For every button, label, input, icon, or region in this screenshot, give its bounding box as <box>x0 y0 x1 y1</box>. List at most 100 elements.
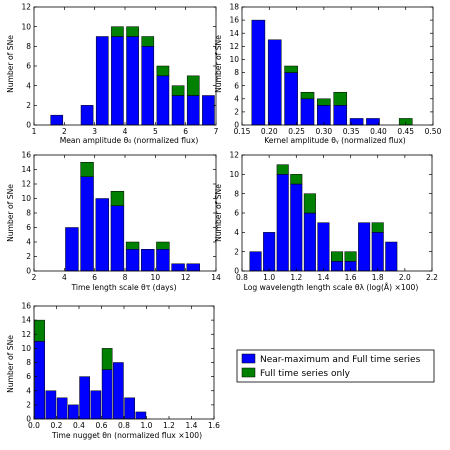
x-tick-label: 0.45 <box>397 127 414 136</box>
bar-series-b <box>317 98 331 106</box>
panel-kernel-amplitude: Kernel amplitude θᵧ (normalized flux) Nu… <box>214 3 442 145</box>
panel-mean-amplitude: Mean amplitude θ₀ (normalized flux) Numb… <box>6 3 219 145</box>
y-tick-label: 0 <box>234 121 239 130</box>
bar-series-a <box>186 263 200 272</box>
bar-series-a <box>251 19 266 126</box>
bar-series-a <box>263 232 276 272</box>
bar-series-a <box>300 98 315 126</box>
bar-series-a <box>126 36 139 126</box>
x-tick-label: 1.0 <box>141 421 153 430</box>
x-tick-label: 2.2 <box>426 273 438 282</box>
x-tick-label: 1.6 <box>345 273 357 282</box>
bar-series-b <box>171 85 185 96</box>
legend-label-series-a: Near-maximum and Full time series <box>260 355 421 365</box>
bar-series-a <box>366 118 380 126</box>
legend: Near-maximum and Full time series Full t… <box>236 349 435 383</box>
panel-time-length-scale: Time length scale θτ (days) Number of SN… <box>6 151 221 292</box>
bar-series-b <box>284 65 298 73</box>
legend-swatch-series-b <box>241 367 256 378</box>
x-tick-label: 0.0 <box>28 421 40 430</box>
bar-series-a <box>290 183 303 272</box>
x-tick-label: 14 <box>211 273 221 282</box>
bar-series-a <box>186 95 200 126</box>
bar-series-b <box>125 241 140 250</box>
bar-series-a <box>303 212 316 272</box>
y-tick-label: 8 <box>26 42 31 51</box>
x-tick-label: 8 <box>123 273 128 282</box>
bar-series-a <box>50 114 64 126</box>
bar-series-b <box>290 174 303 185</box>
x-tick-label: 4 <box>62 273 67 282</box>
y-tick-label: 8 <box>234 68 239 77</box>
y-tick-label: 10 <box>21 344 31 353</box>
y-tick-label: 6 <box>234 209 239 218</box>
x-tick-label: 1.4 <box>186 421 198 430</box>
bar-series-a <box>68 404 79 420</box>
bar-series-b <box>276 164 289 175</box>
bar-series-a <box>267 39 282 126</box>
bar-series-b <box>330 251 344 262</box>
x-axis-label: Log wavelength length scale θλ (log(Å) ×… <box>244 283 419 292</box>
x-axis-label: Mean amplitude θ₀ (normalized flux) <box>60 136 199 145</box>
x-tick-label: 1.2 <box>290 273 302 282</box>
y-tick-label: 4 <box>26 81 31 90</box>
bar-series-a <box>171 95 185 126</box>
bar-series-a <box>202 95 215 126</box>
y-tick-label: 14 <box>21 316 31 325</box>
bar-series-a <box>284 72 298 126</box>
bar-series-b <box>300 91 315 100</box>
x-tick-label: 10 <box>151 273 161 282</box>
y-tick-label: 12 <box>229 151 239 160</box>
bar-series-a <box>141 46 155 126</box>
bar-series-a <box>358 222 371 272</box>
bar-series-a <box>156 75 170 126</box>
x-tick-label: 2.0 <box>399 273 411 282</box>
bar-series-a <box>111 36 124 126</box>
x-tick-label: 0.35 <box>343 127 360 136</box>
y-tick-label: 6 <box>26 62 31 71</box>
y-axis-label: Number of SNe <box>6 35 15 93</box>
bar-series-a <box>276 174 289 272</box>
y-tick-label: 0 <box>26 415 31 424</box>
x-tick-label: 1.0 <box>263 273 275 282</box>
y-tick-label: 6 <box>234 81 239 90</box>
bar-series-a <box>90 390 102 420</box>
bar-series-a <box>371 232 384 272</box>
x-tick-label: 1.2 <box>163 421 175 430</box>
x-tick-label: 12 <box>181 273 191 282</box>
bar-series-b <box>156 65 170 77</box>
x-tick-label: 0.40 <box>370 127 387 136</box>
bar-series-a <box>65 227 79 272</box>
y-tick-label: 12 <box>21 180 31 189</box>
y-tick-label: 14 <box>229 29 239 38</box>
panel-log-wavelength-length-scale: Log wavelength length scale θλ (log(Å) ×… <box>214 151 438 292</box>
bar-series-a <box>135 411 147 420</box>
bar-series-a <box>80 176 94 272</box>
bar-series-a <box>110 205 125 272</box>
x-tick-label: 3 <box>92 127 97 136</box>
bar-series-b <box>333 91 348 106</box>
bar-series-a <box>330 261 344 272</box>
y-tick-label: 6 <box>26 372 31 381</box>
legend-label-series-b: Full time series only <box>260 369 351 379</box>
y-tick-label: 8 <box>234 189 239 198</box>
bar-series-a <box>317 222 330 272</box>
y-tick-label: 14 <box>21 165 31 174</box>
y-tick-label: 16 <box>21 151 31 160</box>
bar-series-a <box>113 362 124 420</box>
x-tick-label: 5 <box>153 127 158 136</box>
y-tick-label: 0 <box>26 121 31 130</box>
y-tick-label: 16 <box>229 16 239 25</box>
axes-frame <box>33 154 217 272</box>
bar-series-b <box>80 162 94 177</box>
bar-series-a <box>95 198 109 272</box>
x-tick-label: 6 <box>183 127 188 136</box>
y-tick-label: 12 <box>21 330 31 339</box>
bar-series-a <box>156 249 170 272</box>
bar-series-a <box>333 105 348 126</box>
y-axis-label: Number of SNe <box>6 335 15 393</box>
y-tick-label: 4 <box>234 94 239 103</box>
y-axis-label: Number of SNe <box>214 35 223 93</box>
y-tick-label: 0 <box>234 267 239 276</box>
bar-series-a <box>101 369 113 420</box>
